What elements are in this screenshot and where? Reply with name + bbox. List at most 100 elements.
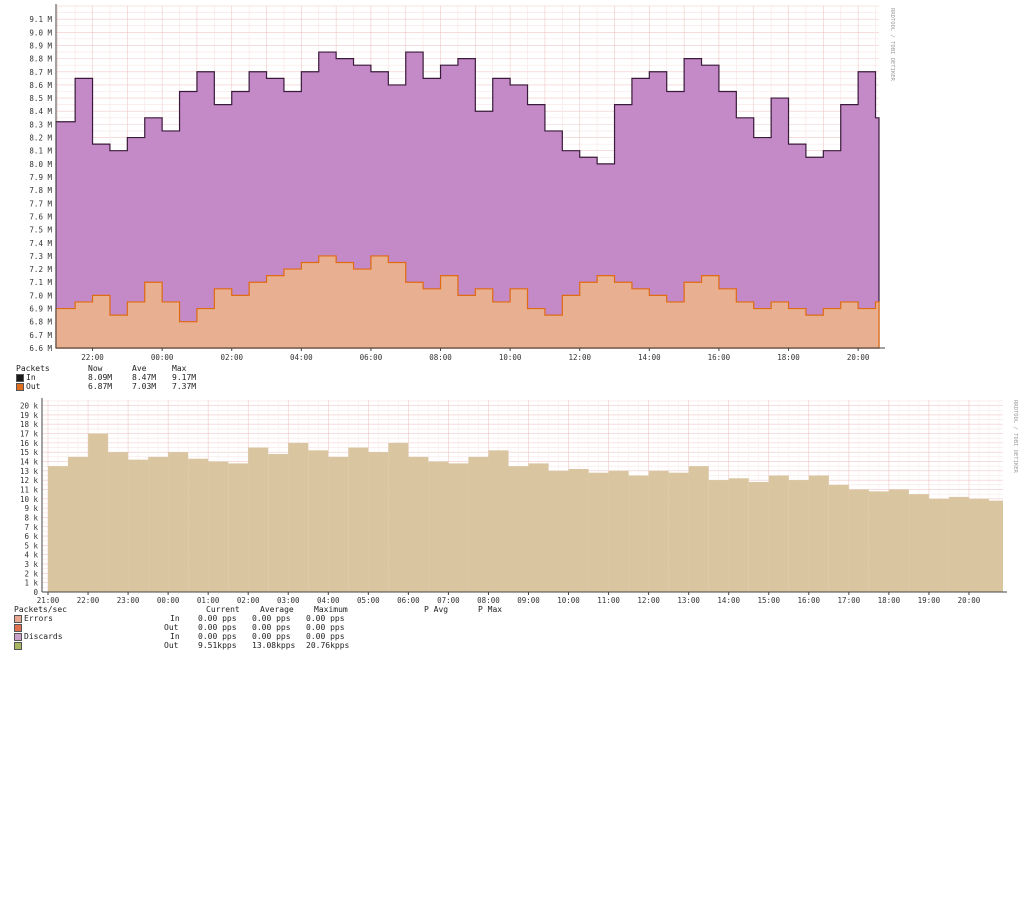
x-tick-label: 13:00 [677, 596, 700, 605]
legend2-group-errors: Errors [24, 614, 53, 623]
x-tick-label: 02:00 [220, 353, 243, 362]
y-tick-label: 5 k [24, 541, 38, 550]
y-tick-label: 8.9 M [29, 41, 52, 50]
bar [308, 450, 329, 592]
packets-legend: Packets Now Ave Max In 8.09M 8.47M 9.17M… [16, 364, 316, 392]
legend-max-out: 7.37M [172, 382, 197, 391]
x-tick-label: 19:00 [918, 596, 941, 605]
x-tick-label: 02:00 [237, 596, 260, 605]
bar [528, 463, 549, 592]
bar [368, 452, 389, 592]
legend2-swatch-errors-in [14, 615, 22, 623]
y-tick-label: 6.6 M [29, 344, 52, 353]
y-tick-label: 7.0 M [29, 291, 52, 300]
legend2-max-discards-in: 0.00 pps [306, 632, 345, 641]
packets-per-sec-graph: 01 k2 k3 k4 k5 k6 k7 k8 k9 k10 k11 k12 k… [20, 398, 1018, 605]
y-tick-label: 8.0 M [29, 160, 52, 169]
y-tick-label: 0 [33, 588, 38, 597]
x-tick-label: 11:00 [597, 596, 620, 605]
bar [628, 475, 649, 592]
bar [868, 491, 889, 592]
legend2-dir-discards-out: Out [164, 641, 179, 650]
y-tick-label: 18 k [20, 420, 39, 429]
bar [228, 463, 249, 592]
x-tick-label: 22:00 [77, 596, 100, 605]
bar [88, 433, 109, 592]
bar [768, 475, 789, 592]
watermark: RRDTOOL / TOBI OETIKER [1012, 400, 1018, 474]
legend2-avg-errors-in: 0.00 pps [252, 614, 291, 623]
legend-now-in: 8.09M [88, 373, 113, 382]
bar [608, 470, 629, 592]
y-tick-label: 8.8 M [29, 55, 52, 64]
y-tick-label: 13 k [20, 467, 39, 476]
y-tick-label: 15 k [20, 448, 39, 457]
x-tick-label: 00:00 [151, 353, 174, 362]
legend-max-in: 9.17M [172, 373, 197, 382]
bar [268, 454, 289, 592]
legend2-cur-discards-out: 9.51kpps [198, 641, 237, 650]
bar [468, 456, 489, 592]
bar [288, 442, 309, 592]
legend2-swatch-errors-out [14, 624, 22, 632]
legend-swatch-out [16, 383, 24, 391]
legend2-cur-errors-out: 0.00 pps [198, 623, 237, 632]
y-tick-label: 9.0 M [29, 28, 52, 37]
bar [788, 480, 809, 592]
x-tick-label: 22:00 [81, 353, 104, 362]
legend2-col-maximum: Maximum [314, 605, 348, 614]
bar [828, 484, 849, 592]
bar [328, 456, 349, 592]
packets-graph: 6.6 M 6.7 M 6.8 M 6.9 M 7.0 M 7.1 M 7.2 M 7.3 M… [29, 4, 895, 362]
bar [148, 456, 169, 592]
bar [188, 458, 209, 592]
legend2-dir-discards-in: In [170, 632, 180, 641]
y-tick-label: 8.7 M [29, 68, 52, 77]
bar [808, 475, 829, 592]
legend2-swatch-discards-in [14, 633, 22, 641]
legend2-col-pmax: P Max [478, 605, 503, 614]
legend-col-max: Max [172, 364, 187, 373]
y-tick-label: 6.7 M [29, 331, 52, 340]
y-tick-label: 7.1 M [29, 278, 52, 287]
x-tick-label: 21:00 [37, 596, 60, 605]
watermark: RRDTOOL / TOBI OETIKER [889, 8, 895, 82]
legend-now-out: 6.87M [88, 382, 113, 391]
legend2-avg-discards-out: 13.08kpps [252, 641, 296, 650]
legend2-dir-errors-in: In [170, 614, 180, 623]
x-tick-label: 20:00 [958, 596, 981, 605]
y-tick-label: 19 k [20, 411, 39, 420]
bar [108, 452, 129, 592]
legend-label-out: Out [26, 382, 41, 391]
y-tick-label: 8.3 M [29, 120, 52, 129]
bar [908, 494, 929, 592]
bar [208, 461, 229, 592]
bar [408, 456, 429, 592]
y-tick-label: 10 k [20, 495, 39, 504]
bar [388, 442, 409, 592]
bar [688, 466, 709, 592]
y-tick-label: 14 k [20, 458, 39, 467]
y-tick-label: 1 k [24, 579, 38, 588]
bar [448, 463, 469, 592]
bar [948, 496, 969, 592]
bar [568, 468, 589, 592]
y-tick-label: 7 k [24, 523, 38, 532]
legend2-cur-discards-in: 0.00 pps [198, 632, 237, 641]
x-tick-label: 05:00 [357, 596, 380, 605]
legend2-max-discards-out: 20.76kpps [306, 641, 350, 650]
bar [888, 489, 909, 592]
legend-ave-out: 7.03M [132, 382, 157, 391]
y-tick-label: 2 k [24, 569, 38, 578]
legend-swatch-in [16, 374, 24, 382]
bar [668, 472, 689, 592]
x-tick-label: 04:00 [317, 596, 340, 605]
bar [848, 489, 869, 592]
x-tick-label: 01:00 [197, 596, 220, 605]
y-tick-label: 4 k [24, 551, 38, 560]
bar [748, 482, 769, 592]
legend2-swatch-discards-out [14, 642, 22, 650]
legend-title: Packets [16, 364, 50, 373]
y-tick-label: 9 k [24, 504, 38, 513]
legend2-max-errors-out: 0.00 pps [306, 623, 345, 632]
